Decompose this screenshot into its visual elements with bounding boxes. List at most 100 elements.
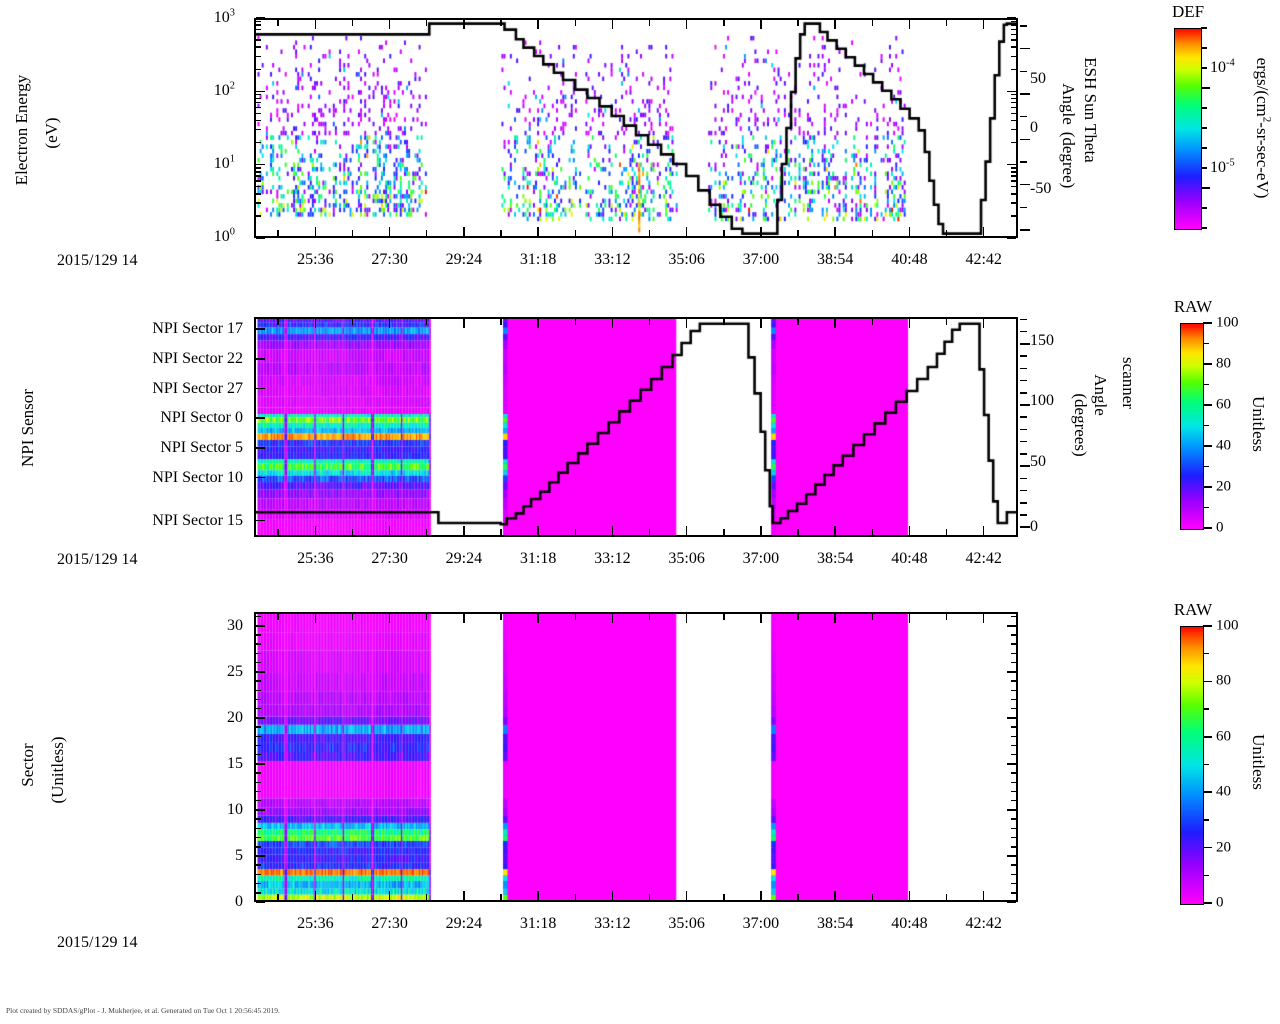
y-axis-tick [1011, 864, 1016, 866]
y-axis-tick [1011, 185, 1016, 188]
x-axis-tick [388, 20, 391, 29]
panel2-colorbar[interactable] [1180, 323, 1204, 530]
x-axis-tick [314, 526, 317, 535]
x-axis-tick-label: 33:12 [594, 550, 631, 567]
y-axis-tick [1011, 33, 1016, 36]
y-axis-tick [256, 101, 261, 104]
right-axis-tick [1020, 502, 1027, 504]
y-axis-tick [256, 818, 261, 820]
colorbar-tick [1203, 625, 1212, 627]
colorbar-tick [1203, 322, 1212, 324]
y-axis-tick [1007, 163, 1016, 166]
x-axis-tick [351, 614, 354, 620]
x-axis-tick [611, 227, 614, 236]
y-axis-tick [256, 615, 261, 618]
x-axis-tick [388, 614, 391, 623]
y-axis-tick [256, 28, 261, 31]
footer-credit: Plot created by SDDAS/gPlot - J. Mukherj… [6, 1006, 280, 1015]
panel3-colorbar-tick-40: 40 [1216, 783, 1231, 800]
y-axis-tick [256, 882, 261, 885]
panel2-plot-frame[interactable] [254, 317, 1018, 537]
y-axis-tick [1007, 717, 1016, 719]
x-axis-tick-label: 37:00 [742, 550, 780, 567]
x-axis-tick [871, 319, 874, 325]
colorbar-tick [1203, 846, 1212, 849]
y-axis-tick [256, 175, 261, 177]
x-axis-tick [574, 529, 576, 535]
y-axis-tick [256, 790, 261, 793]
right-axis-tick [1020, 70, 1027, 73]
panel1-plot-frame[interactable] [254, 18, 1018, 238]
y-axis-tick [1011, 707, 1016, 710]
x-axis-tick [388, 891, 391, 900]
y-axis-tick [256, 106, 261, 109]
y-axis-tick [1011, 68, 1016, 70]
panel3-y-axis-units: (Unitless) [48, 736, 67, 804]
x-axis-tick [351, 319, 354, 325]
panel-electron-energy: Electron Energy (eV) 103 102 101 100 50 … [0, 0, 1280, 290]
panel2-ytick-label: NPI Sector 17 [152, 320, 243, 338]
x-axis-tick [871, 614, 874, 620]
y-axis-tick [256, 763, 265, 765]
y-axis-tick [256, 772, 261, 774]
y-axis-tick [256, 735, 261, 738]
x-axis-tick-label: 40:48 [891, 251, 928, 268]
x-axis-tick [871, 529, 874, 535]
panel3-colorbar-tick-60: 60 [1216, 728, 1231, 745]
x-axis-tick [834, 319, 836, 328]
panel3-colorbar-tick-0: 0 [1216, 894, 1224, 911]
x-axis-tick [834, 526, 836, 535]
panel2-colorbar-tick-0: 0 [1216, 519, 1224, 536]
y-axis-tick [256, 873, 261, 876]
y-axis-tick [256, 717, 265, 719]
y-axis-tick [1011, 772, 1016, 774]
right-axis-tick [1020, 318, 1027, 321]
x-axis-tick-label: 27:30 [371, 915, 408, 932]
x-axis-tick [760, 526, 762, 535]
x-axis-tick [574, 319, 576, 325]
colorbar-tick [1203, 736, 1212, 738]
y-axis-tick [256, 744, 261, 747]
y-axis-tick [256, 185, 261, 188]
colorbar-tick [1203, 383, 1209, 386]
x-axis-tick [982, 227, 985, 236]
x-axis-tick [574, 894, 576, 900]
x-axis-tick-label: 29:24 [445, 251, 483, 268]
panel3-plot-frame[interactable] [254, 612, 1018, 902]
x-axis-tick [648, 894, 651, 900]
colorbar-tick [1203, 708, 1209, 710]
x-axis-tick [982, 20, 985, 29]
y-axis-tick [1011, 175, 1016, 177]
y-axis-tick [1007, 855, 1016, 857]
x-axis-tick [537, 891, 539, 900]
x-axis-tick [574, 230, 576, 236]
colorbar-tick [1203, 874, 1209, 877]
y-axis-tick [1007, 17, 1016, 19]
x-axis-tick [760, 614, 762, 623]
x-axis-tick [388, 319, 391, 328]
x-axis-tick [908, 891, 911, 900]
y-axis-tick [1011, 799, 1016, 802]
y-axis-tick [1011, 726, 1016, 728]
x-axis-tick [685, 227, 688, 236]
panel1-colorbar[interactable] [1174, 28, 1202, 230]
y-axis-tick [256, 112, 261, 115]
colorbar-tick [1203, 424, 1209, 427]
colorbar-tick [1203, 902, 1212, 904]
y-axis-tick [1011, 171, 1016, 173]
y-axis-tick [1011, 882, 1016, 885]
y-axis-tick [1011, 106, 1016, 109]
panel3-ytick-label: 20 [227, 708, 243, 726]
panel3-colorbar[interactable] [1180, 626, 1204, 905]
x-axis-tick [723, 894, 725, 900]
y-axis-tick [256, 163, 265, 166]
y-axis-tick [256, 634, 261, 636]
y-axis-tick [256, 93, 261, 96]
right-axis-tick [1020, 367, 1027, 370]
right-axis-tick [1020, 206, 1027, 209]
y-axis-tick [1011, 97, 1016, 100]
y-axis-tick [1011, 680, 1016, 682]
x-axis-tick-label: 42:42 [965, 915, 1002, 932]
y-axis-tick [1011, 128, 1016, 131]
x-axis-tick [537, 526, 539, 535]
